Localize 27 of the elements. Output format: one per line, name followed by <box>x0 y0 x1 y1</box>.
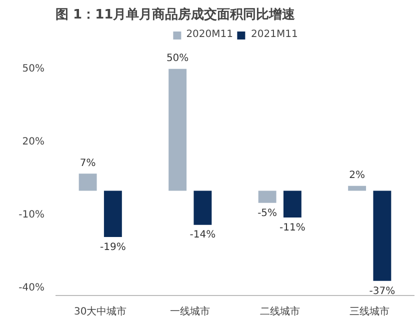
x-tick-label: 30大中城市 <box>74 306 127 318</box>
bar <box>78 174 97 191</box>
bar <box>104 190 122 238</box>
x-tick-label: 一线城市 <box>170 306 210 318</box>
y-tick-label: -10% <box>18 210 45 221</box>
legend-label: 2020M11 <box>186 29 233 40</box>
data-label: -5% <box>258 208 278 219</box>
data-label: -11% <box>280 222 306 234</box>
y-tick-label: 20% <box>22 136 45 148</box>
x-tick-label: 三线城市 <box>350 306 390 318</box>
bar <box>373 190 392 281</box>
data-label: 7% <box>80 158 96 169</box>
legend-label: 2021M11 <box>251 29 298 40</box>
bar <box>168 68 187 191</box>
data-label: -37% <box>369 286 396 297</box>
y-tick-label: -40% <box>18 282 45 294</box>
x-tick-label: 二线城市 <box>260 306 300 318</box>
data-label: 2% <box>349 170 366 181</box>
y-tick-label: 50% <box>22 63 45 74</box>
bar <box>283 190 302 218</box>
bar <box>258 190 276 203</box>
data-label: -19% <box>100 242 126 253</box>
bar <box>194 190 212 225</box>
bar <box>348 186 366 191</box>
data-label: 50% <box>166 53 189 64</box>
data-label: -14% <box>190 230 216 241</box>
chart-title: 图 1：11月单月商品房成交面积同比增速 <box>56 6 296 22</box>
